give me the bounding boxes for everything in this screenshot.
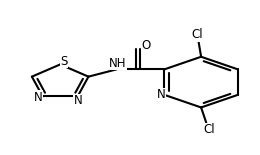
Text: Cl: Cl: [203, 123, 215, 136]
Text: Cl: Cl: [191, 28, 203, 41]
Text: O: O: [141, 39, 151, 52]
Text: NH: NH: [109, 57, 126, 70]
Text: N: N: [157, 88, 165, 101]
Text: N: N: [34, 91, 42, 104]
Text: N: N: [74, 94, 82, 107]
Text: S: S: [60, 55, 68, 68]
